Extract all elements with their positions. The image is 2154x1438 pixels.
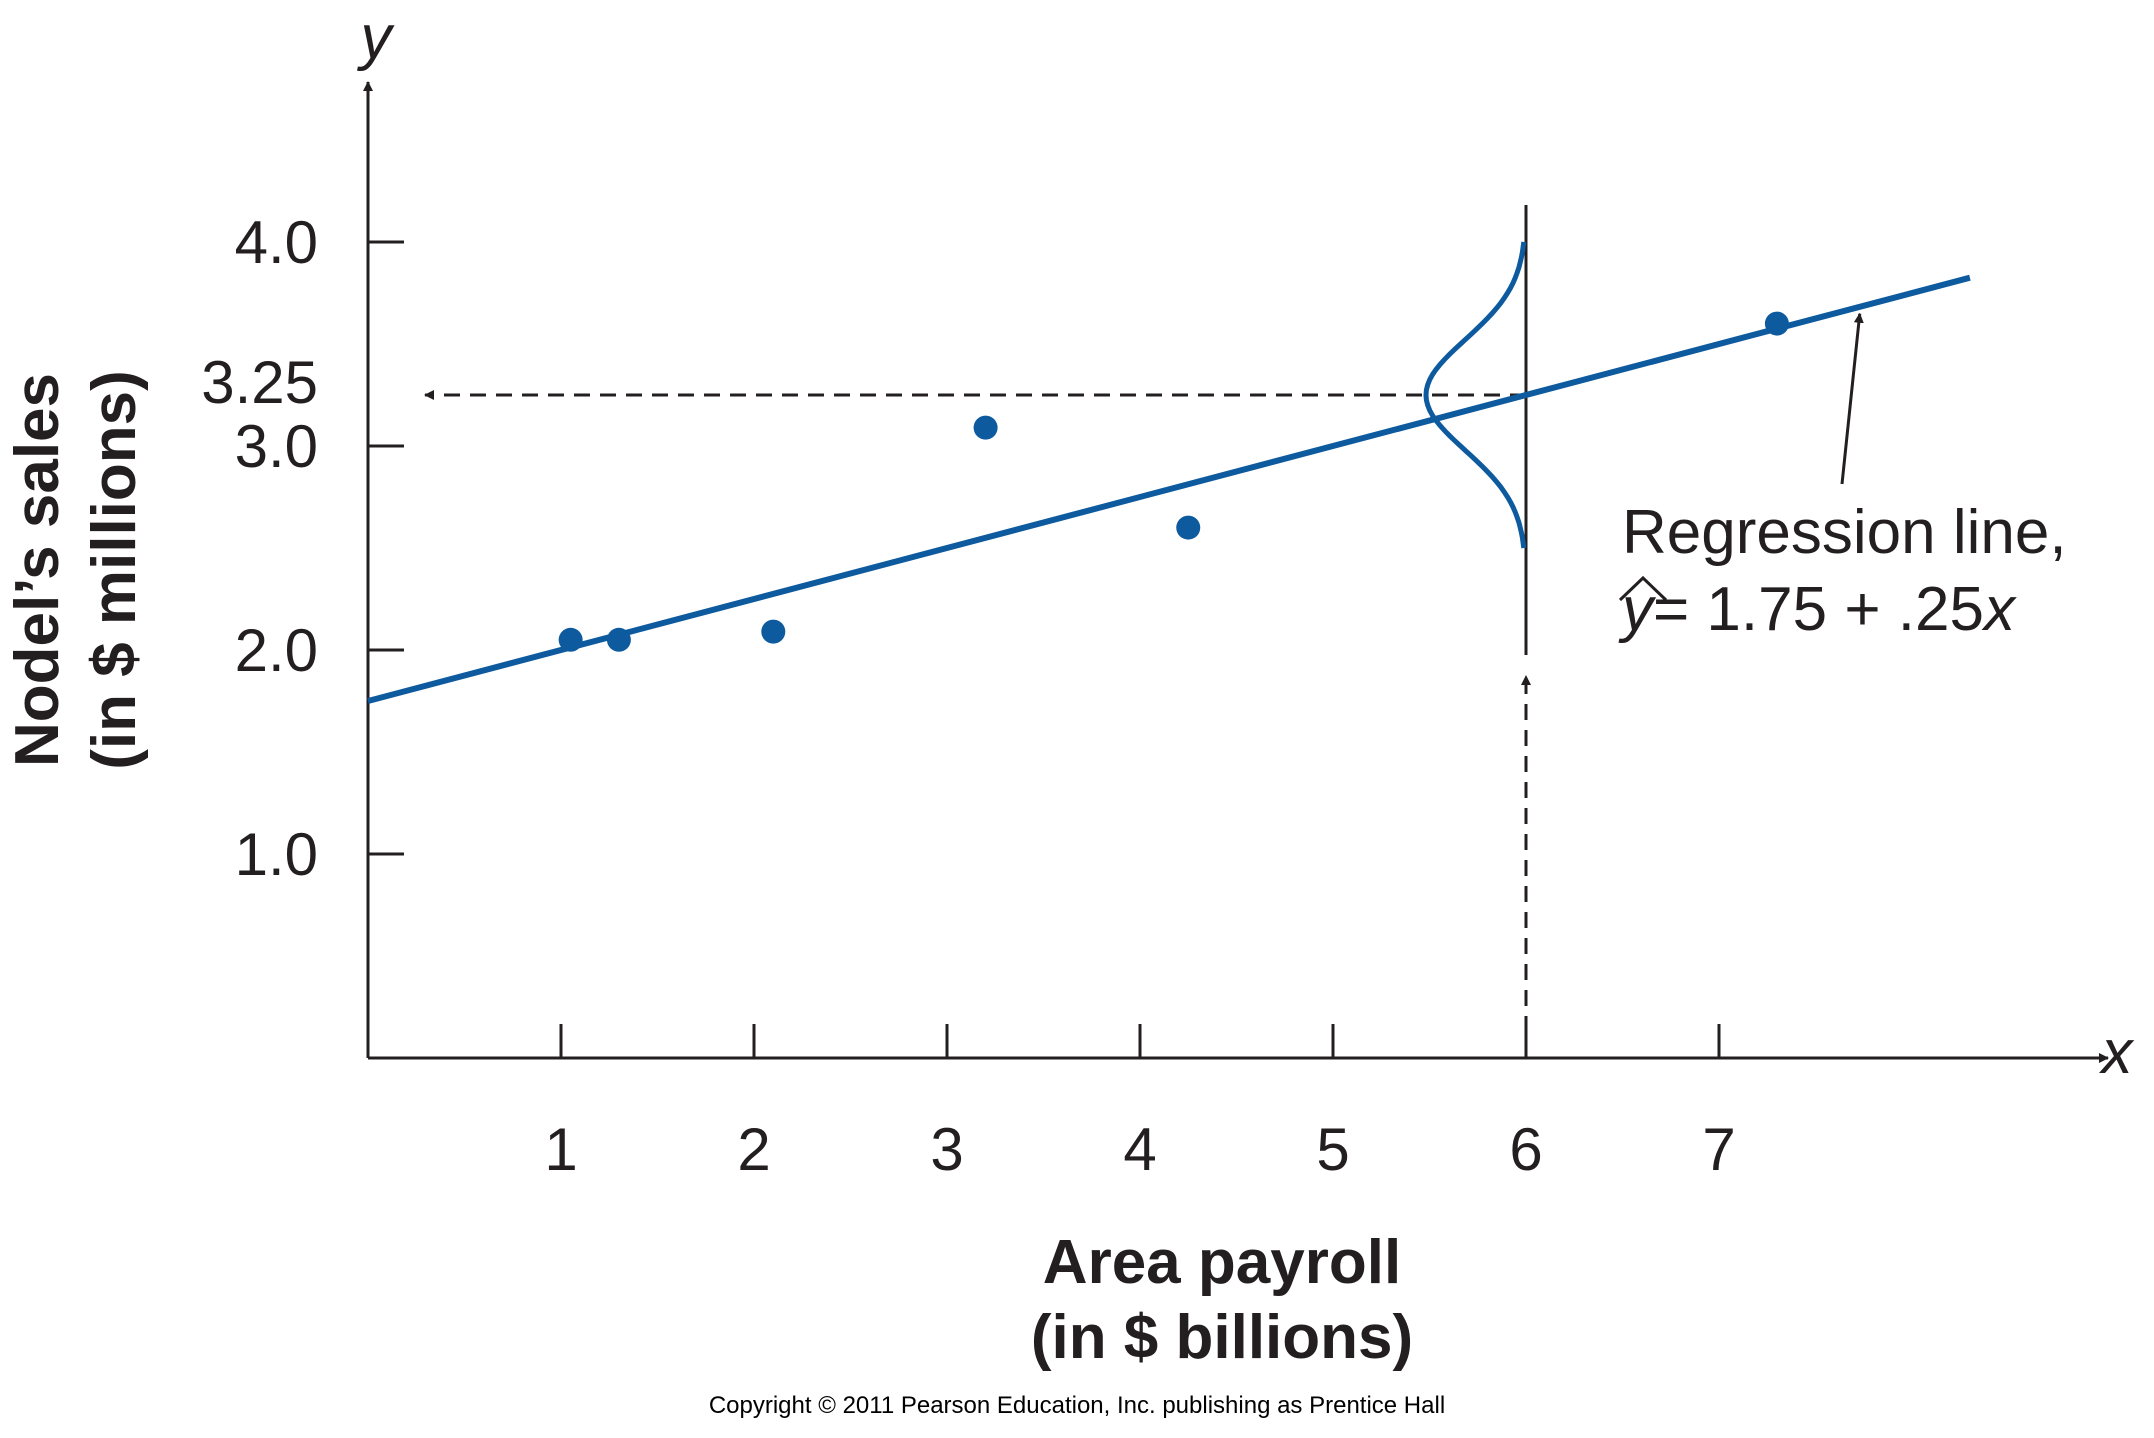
- y-axis-title: Nodel’s sales (in $ millions): [3, 370, 149, 770]
- annotation-line-1: Regression line,: [1622, 498, 2067, 567]
- x-axis-title-line-1: Area payroll: [1043, 1228, 1401, 1297]
- y-tick-label-1: 1.0: [235, 821, 318, 888]
- regression-annotation: Regression line, y= 1.75 + .25x: [1618, 312, 2067, 644]
- data-point-2: [606, 627, 631, 652]
- data-point-6: [1764, 311, 1789, 336]
- data-point-5: [1176, 515, 1201, 540]
- x-axis-title: Area payroll (in $ billions): [1031, 1228, 1413, 1372]
- x-axis-title-line-2: (in $ billions): [1031, 1303, 1413, 1372]
- normal-distribution-curve: [1423, 241, 1527, 549]
- data-series: [367, 274, 1971, 704]
- prediction-guides: [424, 205, 1531, 1058]
- axes: [363, 81, 2109, 1063]
- annotation-equation: y= 1.75 + .25x: [1618, 575, 2017, 644]
- y-tick-label-4: 4.0: [235, 209, 318, 276]
- y-tick-label-3: 3.0: [235, 413, 318, 480]
- x-tick-label-3: 3: [930, 1116, 963, 1183]
- x-tick-label-5: 5: [1316, 1116, 1349, 1183]
- copyright-notice: Copyright © 2011 Pearson Education, Inc.…: [709, 1392, 1445, 1419]
- equation-x-variable: x: [1981, 575, 2017, 644]
- data-point-1: [558, 627, 583, 652]
- y-axis-title-line-2: (in $ millions): [80, 370, 149, 770]
- x-tick-label-7: 7: [1702, 1116, 1735, 1183]
- x-axis-letter: x: [2099, 1018, 2135, 1087]
- hat-symbol: [1618, 575, 1668, 602]
- equation-body: = 1.75 + .25: [1653, 575, 1984, 644]
- y-tick-label-extra: 3.25: [201, 349, 318, 416]
- y-axis-letter: y: [357, 3, 396, 72]
- data-point-3: [761, 619, 786, 644]
- y-axis-ticks: 1.0 2.0 3.0 4.0 3.25: [201, 209, 404, 888]
- data-point-4: [973, 415, 998, 440]
- x-tick-label-2: 2: [737, 1116, 770, 1183]
- x-tick-label-4: 4: [1123, 1116, 1156, 1183]
- x-tick-label-6: 6: [1509, 1116, 1542, 1183]
- x-tick-label-1: 1: [544, 1116, 577, 1183]
- y-tick-label-2: 2.0: [235, 617, 318, 684]
- annotation-arrow: [1840, 312, 1864, 485]
- x-axis-ticks: 1 2 3 4 5 6 7: [544, 1024, 1736, 1183]
- regression-line: [367, 274, 1971, 704]
- y-axis-title-line-1: Nodel’s sales: [3, 373, 72, 767]
